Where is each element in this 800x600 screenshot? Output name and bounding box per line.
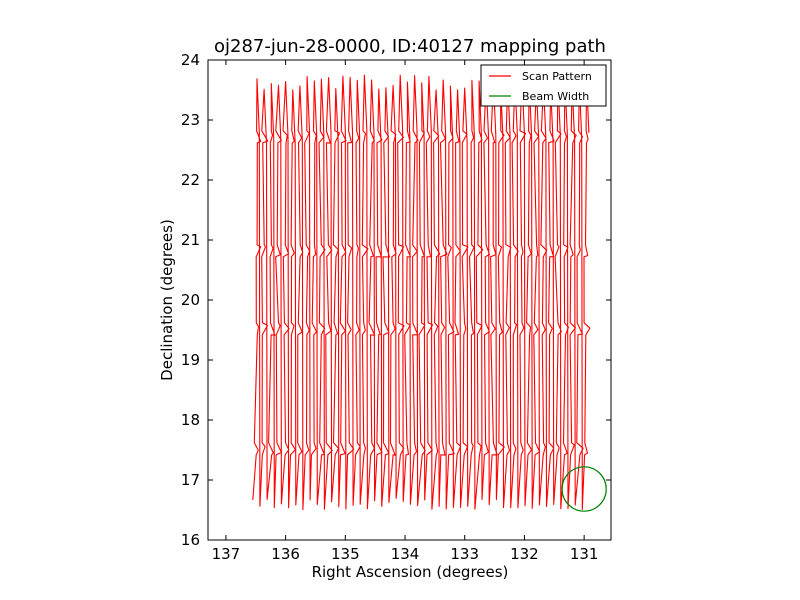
legend-label-scan-pattern: Scan Pattern	[522, 70, 592, 83]
y-tick-label: 22	[181, 171, 200, 189]
x-tick-label: 135	[331, 545, 360, 563]
y-tick-label: 16	[181, 531, 200, 549]
y-axis-label: Declination (degrees)	[158, 219, 176, 381]
y-tick-label: 18	[181, 411, 200, 429]
x-tick-label: 136	[271, 545, 300, 563]
y-tick-label: 21	[181, 231, 200, 249]
x-tick-label: 137	[212, 545, 241, 563]
x-tick-label: 134	[391, 545, 420, 563]
plot-area	[252, 74, 607, 512]
legend: Scan Pattern Beam Width	[480, 64, 607, 107]
x-tick-label: 133	[450, 545, 479, 563]
y-tick-label: 23	[181, 111, 200, 129]
y-axis: 16 17 18 19 20 21 22 23 24	[181, 51, 611, 549]
legend-label-beam-width: Beam Width	[522, 90, 589, 103]
x-axis: 137 136 135 134 133 132 131	[212, 60, 599, 563]
legend-box	[480, 64, 607, 107]
chart-title: oj287-jun-28-0000, ID:40127 mapping path	[214, 36, 606, 57]
x-axis-label: Right Ascension (degrees)	[312, 563, 509, 581]
scan-pattern-line	[252, 74, 591, 511]
y-tick-label: 20	[181, 291, 200, 309]
scan-pattern-layer	[252, 74, 591, 511]
x-tick-label: 131	[570, 545, 599, 563]
y-tick-label: 24	[181, 51, 200, 69]
beam-width-layer	[561, 466, 607, 512]
x-tick-label: 132	[510, 545, 539, 563]
beam-width-circle	[561, 466, 607, 512]
y-tick-label: 19	[181, 351, 200, 369]
y-tick-label: 17	[181, 471, 200, 489]
